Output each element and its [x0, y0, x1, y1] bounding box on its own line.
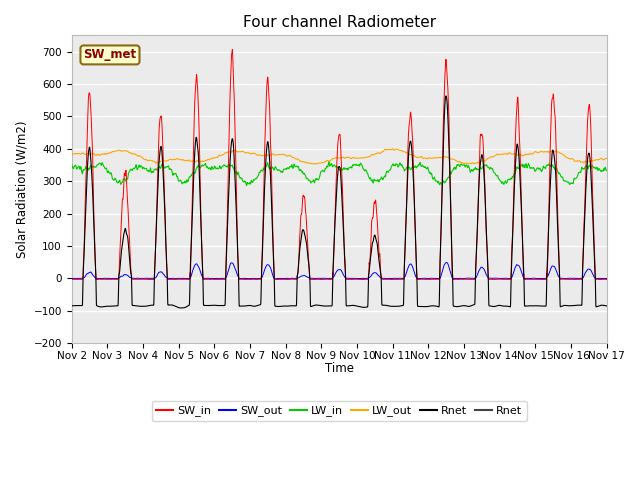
Title: Four channel Radiometer: Four channel Radiometer — [243, 15, 436, 30]
Legend: SW_in, SW_out, LW_in, LW_out, Rnet, Rnet: SW_in, SW_out, LW_in, LW_out, Rnet, Rnet — [152, 401, 527, 421]
X-axis label: Time: Time — [324, 362, 354, 375]
Text: SW_met: SW_met — [83, 48, 136, 61]
Y-axis label: Solar Radiation (W/m2): Solar Radiation (W/m2) — [15, 120, 28, 258]
